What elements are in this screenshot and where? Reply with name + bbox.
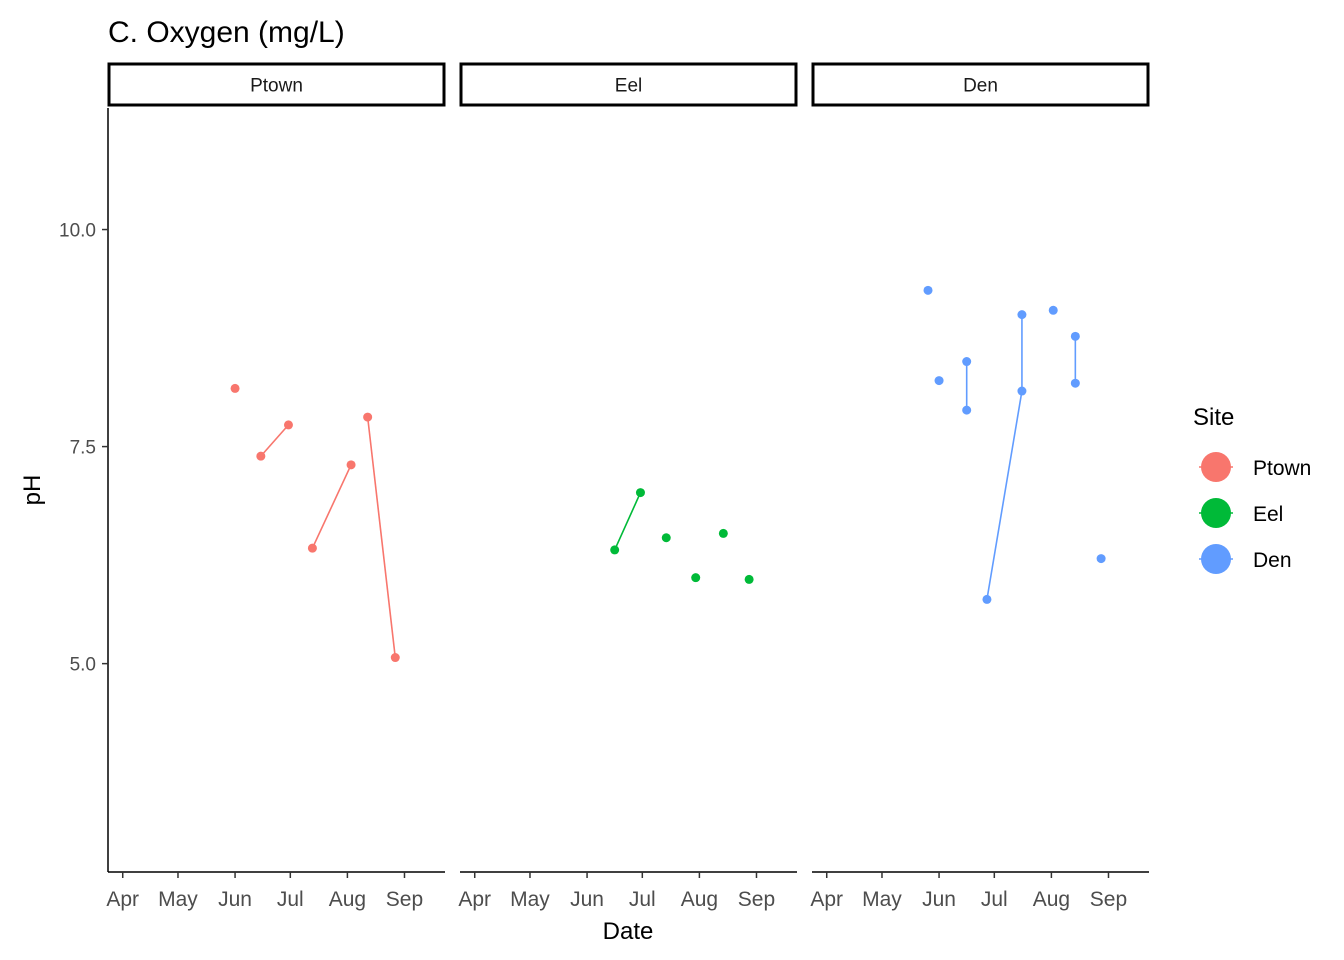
data-point [230,383,240,393]
x-tick-label: Aug [1033,888,1070,911]
facet-strip-label: Den [963,76,998,97]
y-tick-label: 7.5 [70,438,96,459]
series-den [923,285,1106,604]
facet-panel-eel: Eel Apr May Jun Jul Aug Sep [458,62,798,911]
series-line-segment [986,390,1023,600]
data-point [661,533,671,543]
data-point [1070,378,1080,388]
facet-strip-label: Ptown [250,76,303,97]
series-ptown [230,383,400,663]
legend-entry-ptown: Ptown [1199,452,1311,482]
x-tick-label: Apr [810,888,843,911]
x-tick-label: May [862,888,902,911]
legend-label: Den [1253,549,1292,572]
legend-label: Eel [1253,503,1283,526]
data-point [962,357,972,367]
legend-key-dot [1201,452,1231,482]
data-point [1017,310,1027,320]
data-point [390,653,400,663]
y-tick-label: 10.0 [59,221,96,242]
x-tick-label: Apr [458,888,491,911]
series-line-segment [311,464,352,549]
facet-strip [107,62,446,107]
data-point [744,574,754,584]
data-point [256,451,266,461]
legend: Site Ptown Eel Den [1193,404,1311,574]
y-axis-title: pH [19,475,46,506]
y-tick-label: 5.0 [70,655,96,676]
facet-panel-den: Den Apr May Jun Jul Aug Sep [810,62,1150,911]
facet-panel-ptown: Ptown Apr May Jun Jul Aug Sep [106,62,446,911]
series-eel [610,488,754,584]
x-tick-label: Jun [570,888,604,911]
data-point [1048,305,1058,315]
data-point [1017,386,1027,396]
data-point [283,420,293,430]
legend-key-dot [1201,544,1231,574]
x-tick-label: Aug [329,888,366,911]
y-axis: 5.0 7.5 10.0 [59,108,109,872]
data-point [610,545,620,555]
x-tick-label: Jun [218,888,252,911]
data-point [346,460,356,470]
facet-panels: Ptown Apr May Jun Jul Aug Sep Eel Apr May Jun Jul Au… [106,62,1150,911]
series-line-segment [260,424,290,457]
series-line-segment [613,492,642,551]
x-tick-label: Sep [386,888,423,911]
x-tick-label: May [510,888,550,911]
x-tick-label: Jul [629,888,656,911]
data-point [1096,554,1106,564]
facet-strip [459,62,798,107]
legend-title: Site [1193,404,1234,431]
legend-key-dot [1201,498,1231,528]
x-axis-title: Date [603,918,654,945]
x-tick-label: Jun [922,888,956,911]
x-tick-label: Jul [981,888,1008,911]
legend-entry-eel: Eel [1199,498,1283,528]
data-point [363,412,373,422]
data-point [691,573,701,583]
data-point [923,285,933,295]
facet-strip [811,62,1150,107]
x-tick-label: Jul [277,888,304,911]
legend-entry-den: Den [1199,544,1292,574]
data-point [982,594,992,604]
data-point [307,543,317,553]
facet-strip-label: Eel [615,76,642,97]
x-tick-label: Apr [106,888,139,911]
x-tick-label: Sep [738,888,775,911]
data-point [1070,331,1080,341]
data-point [635,488,645,498]
data-point [962,405,972,415]
x-tick-label: May [158,888,198,911]
legend-label: Ptown [1253,457,1311,480]
chart-title: C. Oxygen (mg/L) [108,16,345,49]
x-tick-label: Aug [681,888,718,911]
series-line-segment [366,416,397,658]
data-point [718,528,728,538]
x-tick-label: Sep [1090,888,1127,911]
data-point [934,376,944,386]
